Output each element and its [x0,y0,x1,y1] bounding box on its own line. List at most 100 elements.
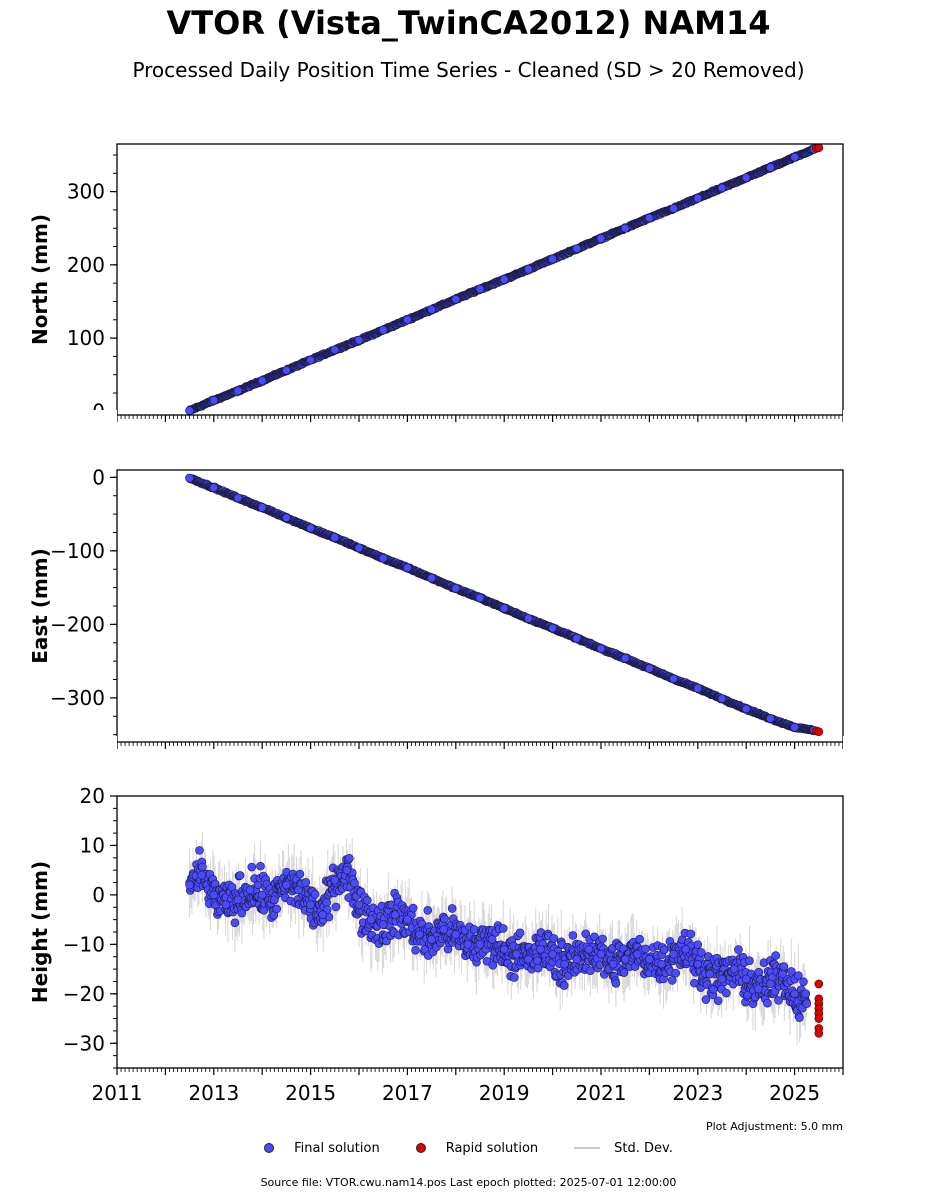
final-solution-point [330,345,340,355]
final-solution-point [790,722,799,732]
final-solution-point [331,902,341,912]
final-solution-point [620,653,630,663]
chart-subtitle: Processed Daily Position Time Series - C… [132,58,805,82]
final-solution-point [363,895,372,905]
final-solution-point [559,981,569,990]
final-solution-point [195,846,204,855]
final-solution-point [645,664,654,673]
final-solution-point [451,294,461,304]
final-solution-point [498,924,508,933]
y-tick-label: −300 [50,686,105,710]
rapid-solution-point [814,143,824,152]
final-solution-point [469,925,479,934]
left-mask [0,84,117,475]
final-solution-point [282,513,291,523]
final-solution-point [209,396,219,405]
y-axis-label: North (mm) [28,214,52,345]
final-solution-point [295,869,305,879]
final-solution-point [548,623,557,633]
final-solution-point [354,335,364,345]
final-solution-point [209,483,219,492]
final-solution-point [572,634,582,643]
final-solution-point [354,543,364,553]
final-solution-point [568,931,578,940]
final-solution-point [378,553,388,563]
final-solution-point [233,386,243,396]
final-solution-point [515,928,525,938]
final-solution-point [524,264,533,274]
final-solution-point [427,305,436,314]
y-tick-label: 300 [67,180,105,204]
final-solution-point [548,254,557,264]
final-solution-point [620,223,630,233]
final-solution-point [345,854,354,863]
final-solution-point [598,934,607,944]
final-solution-point [256,861,265,871]
final-solution-point [596,234,606,243]
final-solution-point [475,593,485,603]
y-tick-label: 200 [67,253,105,277]
final-solution-point [766,163,775,172]
final-solution-point [403,315,412,325]
final-solution-point [330,533,340,542]
final-solution-point [790,152,799,162]
y-tick-label: −200 [50,612,105,636]
final-solution-point [440,914,449,924]
final-solution-point [427,573,436,583]
final-solution-point [403,563,412,573]
final-solution-point [185,406,194,415]
final-solution-point [233,493,243,503]
final-solution-point [282,366,291,375]
final-solution-point [235,871,245,880]
final-solution-point [717,694,727,703]
final-solution-point [423,906,433,915]
right-mask [843,84,937,475]
final-solution-point [310,889,320,899]
final-solution-point [306,355,315,365]
final-solution-point [499,603,509,613]
final-solution-point [596,644,606,653]
final-solution-point [247,862,257,872]
final-solution-point [766,714,775,723]
final-solution-point [451,584,461,593]
final-solution-point [509,973,519,982]
final-solution-point [619,968,629,977]
final-solution-point [378,325,388,335]
final-solution-point [693,193,703,203]
top-mask [117,430,843,470]
final-solution-point [717,183,727,193]
final-solution-point [645,213,654,223]
final-solution-point [549,934,559,943]
final-solution-point [447,904,457,913]
y-tick-label: 0 [92,465,105,489]
final-solution-point [350,878,359,888]
final-solution-point [411,945,420,955]
final-solution-point [198,862,207,872]
final-solution-point [741,173,751,182]
rapid-solution-point [814,727,824,737]
final-solution-point [499,275,509,284]
final-solution-point [301,878,311,887]
final-solution-point [475,284,485,294]
final-solution-point [306,523,315,533]
top-mask [117,104,843,144]
final-solution-point [185,473,194,483]
final-solution-point [272,904,282,914]
final-solution-point [257,376,267,385]
y-tick-label: −100 [50,539,105,563]
final-solution-point [533,963,543,973]
final-solution-point [572,244,582,254]
final-solution-point [611,978,621,988]
final-solution-point [741,704,751,714]
final-solution-point [257,503,267,512]
y-axis-label: East (mm) [28,548,52,664]
final-solution-point [322,898,331,907]
chart-title: VTOR (Vista_TwinCA2012) NAM14 [166,4,771,42]
y-tick-label: 100 [67,326,105,350]
final-solution-point [669,204,678,213]
final-solution-point [408,903,418,913]
final-solution-point [482,956,492,966]
final-solution-point [237,908,247,918]
final-solution-point [488,960,498,970]
